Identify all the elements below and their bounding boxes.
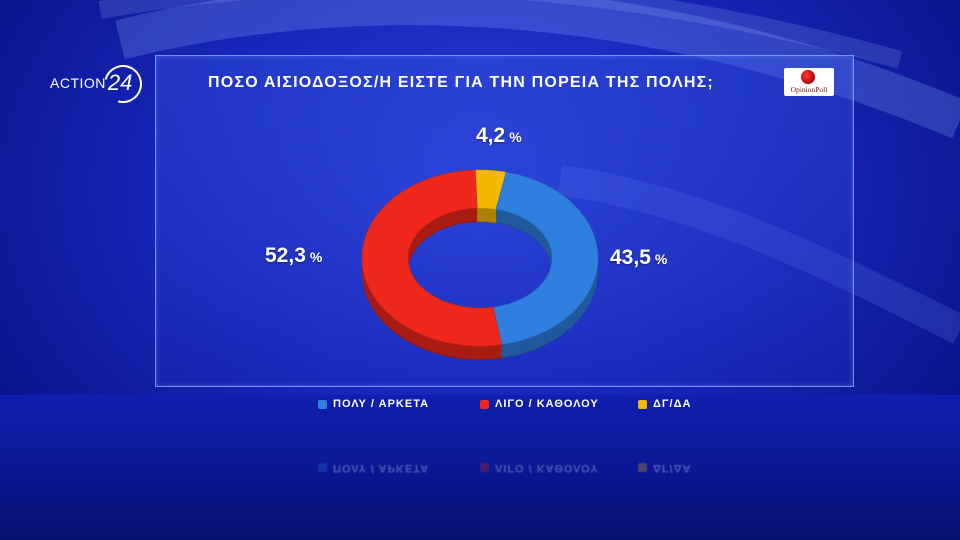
channel-logo: ACTION 24 [50,58,149,110]
legend-item-ligo-katholou: ΛΙΓΟ / ΚΑΘΟΛΟΥ [480,398,599,410]
pollster-logo-text: OpinionPoll [790,85,828,94]
legend-item-dg-da: ΔΓ/ΔΑ [638,398,691,410]
data-label-poly-arketa: 43,5% [610,246,668,269]
channel-logo-number: 24 [96,58,149,110]
legend-reflection-item: ΔΓ/ΔΑ [638,462,691,474]
data-label-ligo-katholou: 52,3% [265,244,323,267]
legend-item-poly-arketa: ΠΟΛΥ / ΑΡΚΕΤΑ [318,398,429,410]
donut-slice-ligo-katholou [361,169,503,347]
chart-legend: ΠΟΛΥ / ΑΡΚΕΤΑ ΛΙΓΟ / ΚΑΘΟΛΟΥ ΔΓ/ΔΑ [0,398,960,418]
legend-swatch [480,399,489,409]
legend-swatch [318,399,327,409]
pollster-logo: OpinionPoll [784,68,834,96]
legend-swatch [638,463,647,473]
channel-logo-text: ACTION [50,75,106,91]
chart-title: ΠΟΣΟ ΑΙΣΙΟΔΟΞΟΣ/Η ΕΙΣΤΕ ΓΙΑ ΤΗΝ ΠΟΡΕΙΑ Τ… [208,74,714,91]
pollster-logo-dot-icon [801,70,815,84]
legend-reflection-item: ΛΙΓΟ / ΚΑΘΟΛΟΥ [480,462,599,474]
data-label-dg-da: 4,2% [476,124,522,147]
legend-reflection-item: ΠΟΛΥ / ΑΡΚΕΤΑ [318,462,429,474]
legend-swatch [638,399,647,409]
legend-swatch [480,463,489,473]
donut-slice-poly-arketa [492,171,599,345]
legend-swatch [318,463,327,473]
floor-reflection [0,395,960,540]
legend-reflection: ΠΟΛΥ / ΑΡΚΕΤΑ ΛΙΓΟ / ΚΑΘΟΛΟΥ ΔΓ/ΔΑ [0,454,960,474]
